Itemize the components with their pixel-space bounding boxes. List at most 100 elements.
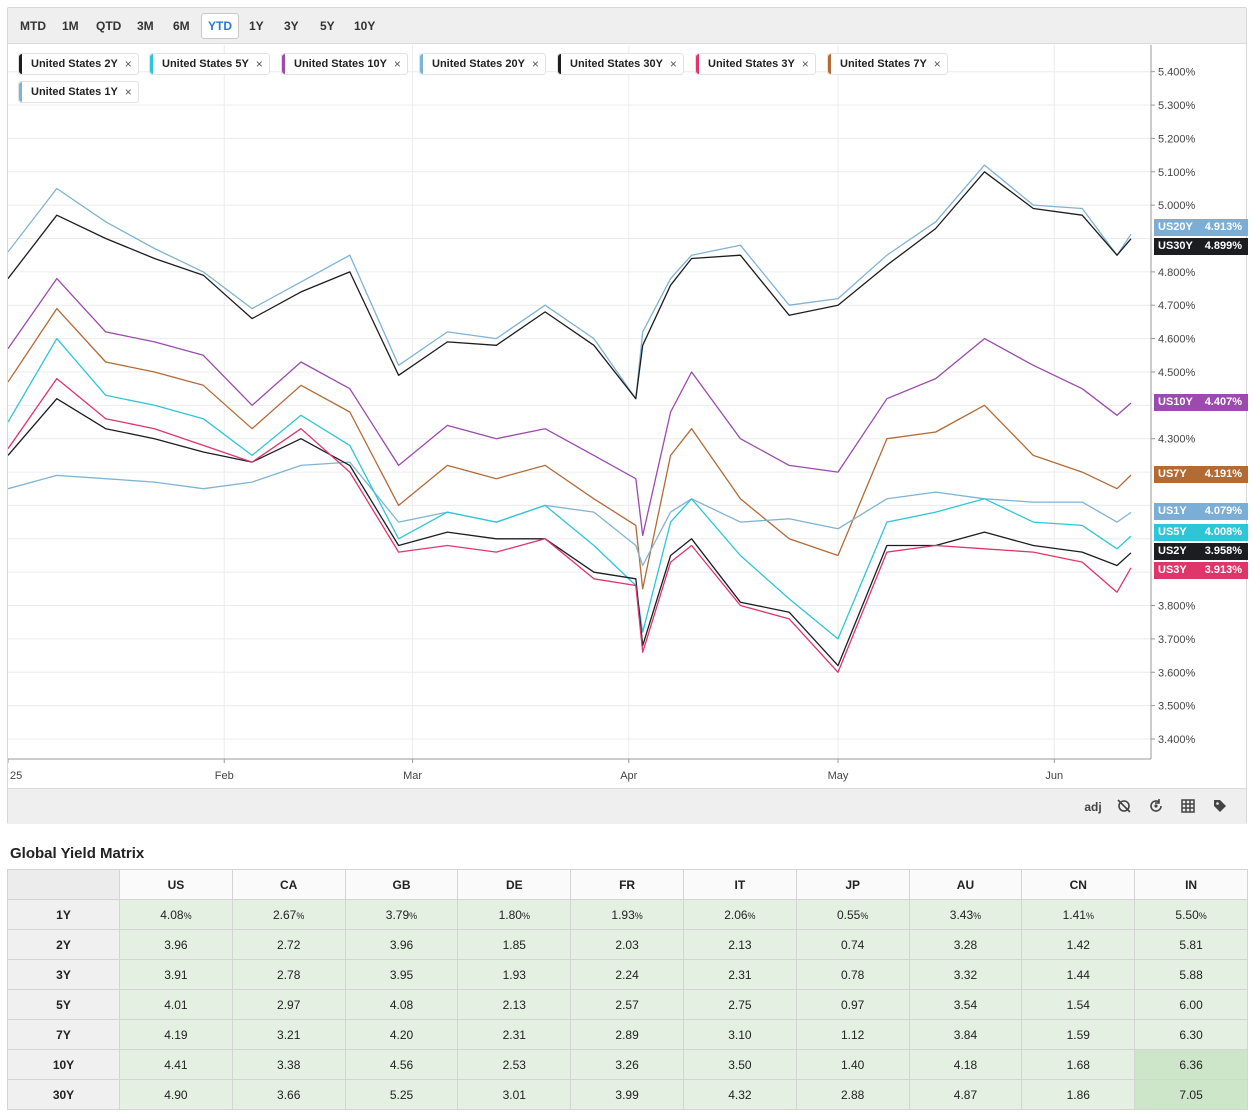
range-3y-button[interactable]: 3Y	[284, 19, 299, 33]
adjust-button[interactable]: adj	[1084, 800, 1102, 814]
yield-cell[interactable]: 1.68	[1021, 1049, 1136, 1080]
yield-cell[interactable]: 0.55%	[795, 899, 910, 930]
yield-cell[interactable]: 1.86	[1021, 1079, 1136, 1110]
yield-cell[interactable]: 3.84	[908, 1019, 1023, 1050]
yield-cell[interactable]: 3.79%	[344, 899, 459, 930]
yield-cell[interactable]: 4.56	[344, 1049, 459, 1080]
yield-cell[interactable]: 4.08	[344, 989, 459, 1020]
yield-cell[interactable]: 4.08%	[119, 899, 233, 930]
yield-cell[interactable]: 2.24	[570, 959, 684, 990]
yield-cell[interactable]: 3.21	[231, 1019, 346, 1050]
yield-cell[interactable]: 2.88	[795, 1079, 910, 1110]
reset-zoom-icon[interactable]	[1147, 798, 1165, 816]
column-header-de[interactable]: DE	[457, 869, 572, 900]
chart-area[interactable]: 3.400% 3.500% 3.600% 3.700% 3.800% 4.300% 4.50…	[8, 45, 1248, 788]
remove-series-icon[interactable]: ×	[801, 57, 809, 71]
yield-cell[interactable]: 1.42	[1021, 929, 1136, 960]
legend-chip-us30y[interactable]: United States 30Y ×	[557, 53, 684, 75]
range-5y-button[interactable]: 5Y	[320, 19, 335, 33]
column-header-jp[interactable]: JP	[795, 869, 910, 900]
yield-cell[interactable]: 2.97	[231, 989, 346, 1020]
yield-cell[interactable]: 1.12	[795, 1019, 910, 1050]
yield-cell[interactable]: 4.87	[908, 1079, 1023, 1110]
column-header-cn[interactable]: CN	[1021, 869, 1136, 900]
yield-cell[interactable]: 4.90	[119, 1079, 233, 1110]
legend-chip-us5y[interactable]: United States 5Y ×	[149, 53, 270, 75]
yield-cell[interactable]: 1.93	[457, 959, 572, 990]
column-header-us[interactable]: US	[119, 869, 233, 900]
yield-cell[interactable]: 1.54	[1021, 989, 1136, 1020]
yield-cell[interactable]: 3.28	[908, 929, 1023, 960]
crosshair-off-icon[interactable]	[1115, 798, 1133, 816]
yield-cell[interactable]: 3.32	[908, 959, 1023, 990]
yield-cell[interactable]: 5.25	[344, 1079, 459, 1110]
yield-cell[interactable]: 5.81	[1134, 929, 1248, 960]
yield-cell[interactable]: 3.43%	[908, 899, 1023, 930]
yield-cell[interactable]: 3.91	[119, 959, 233, 990]
yield-cell[interactable]: 1.40	[795, 1049, 910, 1080]
yield-cell[interactable]: 2.53	[457, 1049, 572, 1080]
range-6m-button[interactable]: 6M	[173, 19, 190, 33]
yield-cell[interactable]: 4.19	[119, 1019, 233, 1050]
yield-cell[interactable]: 2.13	[682, 929, 797, 960]
yield-cell[interactable]: 4.01	[119, 989, 233, 1020]
yield-cell[interactable]: 0.97	[795, 989, 910, 1020]
yield-cell[interactable]: 0.74	[795, 929, 910, 960]
yield-cell[interactable]: 3.54	[908, 989, 1023, 1020]
yield-cell[interactable]: 7.05	[1134, 1079, 1248, 1110]
yield-cell[interactable]: 6.36	[1134, 1049, 1248, 1080]
yield-cell[interactable]: 1.44	[1021, 959, 1136, 990]
yield-cell[interactable]: 3.95	[344, 959, 459, 990]
range-3m-button[interactable]: 3M	[137, 19, 154, 33]
yield-cell[interactable]: 4.41	[119, 1049, 233, 1080]
yield-cell[interactable]: 6.30	[1134, 1019, 1248, 1050]
yield-cell[interactable]: 4.32	[682, 1079, 797, 1110]
yield-cell[interactable]: 3.99	[570, 1079, 684, 1110]
yield-cell[interactable]: 2.31	[457, 1019, 572, 1050]
yield-cell[interactable]: 3.38	[231, 1049, 346, 1080]
legend-chip-us1y[interactable]: United States 1Y ×	[18, 81, 139, 103]
yield-cell[interactable]: 1.85	[457, 929, 572, 960]
yield-cell[interactable]: 3.66	[231, 1079, 346, 1110]
legend-chip-us3y[interactable]: United States 3Y ×	[695, 53, 816, 75]
remove-series-icon[interactable]: ×	[669, 57, 677, 71]
yield-cell[interactable]: 4.18	[908, 1049, 1023, 1080]
range-10y-button[interactable]: 10Y	[354, 19, 376, 33]
tag-icon[interactable]	[1211, 798, 1229, 816]
remove-series-icon[interactable]: ×	[124, 85, 132, 99]
range-1y-button[interactable]: 1Y	[249, 19, 264, 33]
grid-icon[interactable]	[1179, 798, 1197, 816]
yield-cell[interactable]: 5.88	[1134, 959, 1248, 990]
yield-cell[interactable]: 5.50%	[1134, 899, 1248, 930]
yield-cell[interactable]: 1.93%	[570, 899, 684, 930]
remove-series-icon[interactable]: ×	[531, 57, 539, 71]
yield-cell[interactable]: 3.96	[344, 929, 459, 960]
remove-series-icon[interactable]: ×	[393, 57, 401, 71]
legend-chip-us10y[interactable]: United States 10Y ×	[281, 53, 408, 75]
range-ytd-button[interactable]: YTD	[201, 13, 239, 39]
remove-series-icon[interactable]: ×	[255, 57, 263, 71]
column-header-ca[interactable]: CA	[231, 869, 346, 900]
legend-chip-us20y[interactable]: United States 20Y ×	[419, 53, 546, 75]
legend-chip-us7y[interactable]: United States 7Y ×	[827, 53, 948, 75]
range-qtd-button[interactable]: QTD	[96, 19, 122, 33]
yield-cell[interactable]: 3.01	[457, 1079, 572, 1110]
remove-series-icon[interactable]: ×	[124, 57, 132, 71]
yield-cell[interactable]: 3.26	[570, 1049, 684, 1080]
yield-cell[interactable]: 2.31	[682, 959, 797, 990]
yield-cell[interactable]: 2.75	[682, 989, 797, 1020]
column-header-it[interactable]: IT	[682, 869, 797, 900]
yield-cell[interactable]: 4.20	[344, 1019, 459, 1050]
yield-cell[interactable]: 3.50	[682, 1049, 797, 1080]
column-header-au[interactable]: AU	[908, 869, 1023, 900]
yield-line-chart[interactable]: 3.400% 3.500% 3.600% 3.700% 3.800% 4.300% 4.50…	[8, 45, 1248, 788]
yield-cell[interactable]: 3.10	[682, 1019, 797, 1050]
yield-cell[interactable]: 1.59	[1021, 1019, 1136, 1050]
yield-cell[interactable]: 2.89	[570, 1019, 684, 1050]
yield-cell[interactable]: 1.80%	[457, 899, 572, 930]
yield-cell[interactable]: 3.96	[119, 929, 233, 960]
remove-series-icon[interactable]: ×	[933, 57, 941, 71]
yield-cell[interactable]: 2.06%	[682, 899, 797, 930]
yield-cell[interactable]: 0.78	[795, 959, 910, 990]
yield-cell[interactable]: 6.00	[1134, 989, 1248, 1020]
